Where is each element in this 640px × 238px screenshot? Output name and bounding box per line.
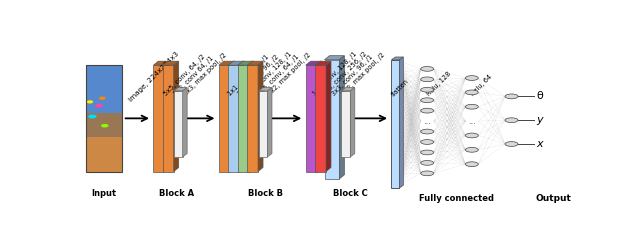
Polygon shape [339, 56, 344, 179]
Circle shape [420, 77, 434, 82]
Text: 3x3, conv, 128, /1: 3x3, conv, 128, /1 [247, 51, 293, 97]
Text: 3x3, max pool, /2: 3x3, max pool, /2 [182, 52, 228, 97]
Circle shape [96, 104, 102, 107]
Text: 2x2, max pool, /2: 2x2, max pool, /2 [341, 52, 387, 97]
Polygon shape [228, 65, 239, 172]
Circle shape [505, 142, 518, 146]
Polygon shape [182, 88, 187, 157]
Polygon shape [315, 61, 331, 65]
Circle shape [505, 118, 518, 123]
Text: flatten: flatten [390, 78, 410, 97]
Text: 3x3, conv, 96, /1: 3x3, conv, 96, /1 [331, 54, 374, 97]
Polygon shape [315, 65, 326, 172]
Circle shape [89, 115, 96, 118]
Polygon shape [341, 88, 355, 91]
Text: x: x [536, 139, 543, 149]
Circle shape [465, 76, 478, 80]
Circle shape [88, 101, 92, 103]
Circle shape [465, 162, 478, 167]
Polygon shape [163, 61, 179, 65]
Circle shape [465, 147, 478, 152]
Text: 1x1, conv, 64, /1: 1x1, conv, 64, /1 [227, 54, 270, 97]
Polygon shape [86, 138, 122, 172]
Text: 5x5, conv, 64, /1: 5x5, conv, 64, /1 [257, 54, 300, 97]
Polygon shape [239, 61, 244, 172]
Text: Block B: Block B [248, 189, 284, 198]
Circle shape [420, 66, 434, 71]
Circle shape [465, 104, 478, 109]
Text: Fully connected: Fully connected [419, 194, 495, 203]
Polygon shape [230, 61, 235, 172]
Polygon shape [247, 61, 263, 65]
Text: ...: ... [423, 117, 431, 126]
Text: 5x5, conv, 64, /2: 5x5, conv, 64, /2 [163, 54, 206, 97]
Polygon shape [164, 61, 169, 172]
Circle shape [420, 150, 434, 155]
Polygon shape [173, 88, 187, 91]
Circle shape [420, 160, 434, 165]
Text: Block C: Block C [333, 189, 368, 198]
Polygon shape [350, 88, 355, 157]
Polygon shape [154, 61, 169, 65]
Polygon shape [259, 91, 268, 157]
Text: θ: θ [536, 91, 543, 101]
Circle shape [420, 98, 434, 103]
Circle shape [420, 140, 434, 144]
Circle shape [100, 97, 105, 99]
Polygon shape [86, 113, 122, 138]
Text: 2x2, max pool, /2: 2x2, max pool, /2 [267, 52, 312, 97]
Polygon shape [259, 88, 272, 91]
Polygon shape [219, 65, 230, 172]
Circle shape [465, 90, 478, 95]
Polygon shape [219, 61, 235, 65]
Polygon shape [392, 57, 403, 60]
Text: 3x3, conv 64, /1: 3x3, conv 64, /1 [172, 55, 214, 97]
Text: Input: Input [92, 189, 116, 198]
Polygon shape [237, 65, 249, 172]
Text: 1x1, conv, 128, /1: 1x1, conv, 128, /1 [311, 51, 358, 97]
Text: 3x3, conv, 96, /2: 3x3, conv, 96, /2 [237, 54, 280, 97]
Polygon shape [173, 61, 179, 172]
Polygon shape [86, 65, 122, 113]
Polygon shape [237, 61, 253, 65]
Polygon shape [326, 61, 331, 172]
Circle shape [505, 94, 518, 99]
Text: Relu, 128: Relu, 128 [426, 71, 452, 97]
Polygon shape [341, 91, 350, 157]
Polygon shape [249, 61, 253, 172]
Circle shape [102, 124, 108, 127]
Text: Block A: Block A [159, 189, 195, 198]
Circle shape [420, 171, 434, 176]
Polygon shape [324, 60, 339, 179]
Polygon shape [392, 60, 399, 188]
Circle shape [465, 133, 478, 138]
Polygon shape [228, 61, 244, 65]
Text: 3x3, conv, 256, /2: 3x3, conv, 256, /2 [321, 51, 368, 97]
Circle shape [420, 129, 434, 134]
Text: ...: ... [468, 117, 476, 126]
Polygon shape [154, 65, 164, 172]
Polygon shape [399, 57, 403, 188]
Circle shape [420, 108, 434, 113]
Text: y: y [536, 115, 543, 125]
Polygon shape [306, 61, 321, 65]
Polygon shape [268, 88, 272, 157]
Polygon shape [258, 61, 263, 172]
Text: Image, 224x224x3: Image, 224x224x3 [128, 50, 180, 103]
Polygon shape [173, 91, 182, 157]
Text: Output: Output [536, 194, 572, 203]
Polygon shape [163, 65, 173, 172]
Polygon shape [317, 61, 321, 172]
Circle shape [420, 87, 434, 92]
Text: Relu, 64: Relu, 64 [470, 74, 493, 97]
Polygon shape [306, 65, 317, 172]
Polygon shape [324, 56, 344, 60]
Polygon shape [247, 65, 258, 172]
